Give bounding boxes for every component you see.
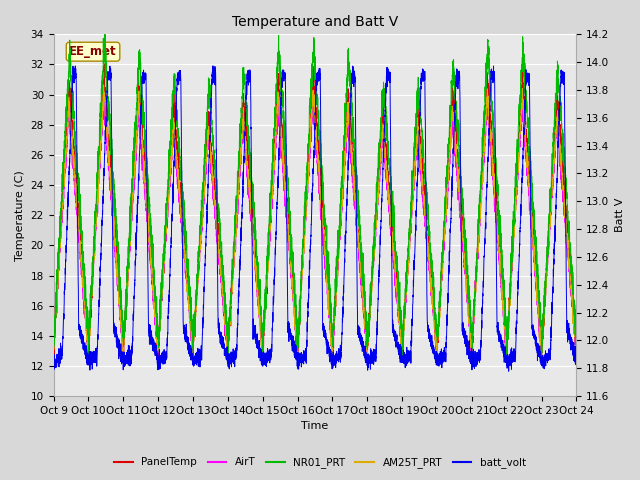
X-axis label: Time: Time (301, 421, 328, 432)
Y-axis label: Temperature (C): Temperature (C) (15, 170, 25, 261)
Y-axis label: Batt V: Batt V (615, 198, 625, 232)
Title: Temperature and Batt V: Temperature and Batt V (232, 15, 398, 29)
Text: EE_met: EE_met (69, 45, 117, 58)
Legend: PanelTemp, AirT, NR01_PRT, AM25T_PRT, batt_volt: PanelTemp, AirT, NR01_PRT, AM25T_PRT, ba… (110, 453, 530, 472)
